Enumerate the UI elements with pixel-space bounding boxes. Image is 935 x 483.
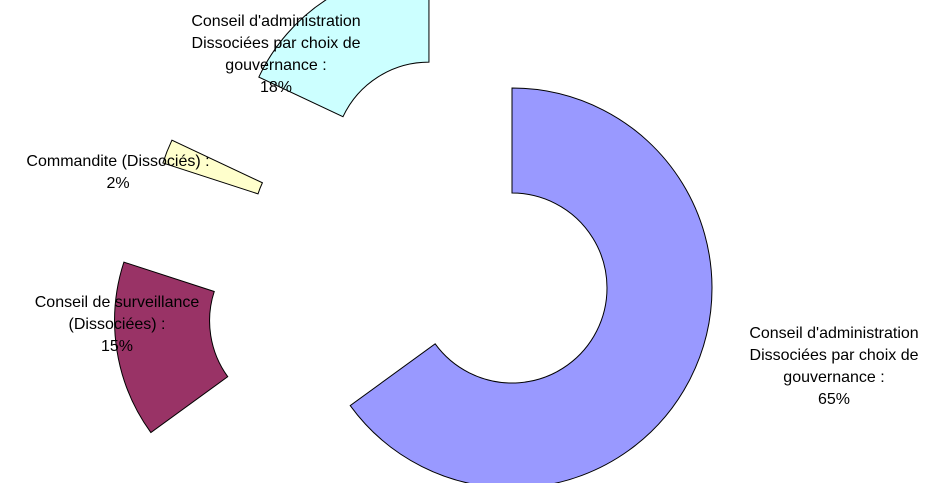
slice-label-0: Conseil d'administration Dissociées par c… <box>749 325 918 408</box>
pie-slice-0 <box>349 87 713 483</box>
slice-label-line: Dissociées par choix de <box>192 35 361 52</box>
slice-label-line: (Dissociées) : <box>69 316 166 333</box>
slice-value-label: 65% <box>818 391 850 408</box>
slice-label-line: Conseil d'administration <box>749 325 918 342</box>
slice-label-line: Conseil d'administration <box>191 13 360 30</box>
slice-value-label: 18% <box>260 79 292 96</box>
slice-value-label: 2% <box>106 175 129 192</box>
slice-label-line: Commandite (Dissociés) : <box>26 153 209 170</box>
pie-slice-3 <box>258 0 430 118</box>
slice-label-line: Dissociées par choix de <box>750 347 919 364</box>
slice-label-3: Conseil d'administration Dissociées par c… <box>191 13 360 96</box>
slice-label-line: Conseil de surveillance <box>35 294 200 311</box>
chart-slices <box>114 0 713 483</box>
slice-value-label: 15% <box>101 338 133 355</box>
slice-label-line: gouvernance : <box>225 57 326 74</box>
slice-label-1: Conseil de surveillance (Dissociées) : 15% <box>35 294 200 355</box>
pie-slice-2 <box>162 139 264 195</box>
chart-labels: Conseil d'administration Dissociées par c… <box>26 13 918 408</box>
pie-slice-1 <box>114 261 229 434</box>
slice-label-2: Commandite (Dissociés) : 2% <box>26 153 209 192</box>
slice-label-line: gouvernance : <box>783 369 884 386</box>
